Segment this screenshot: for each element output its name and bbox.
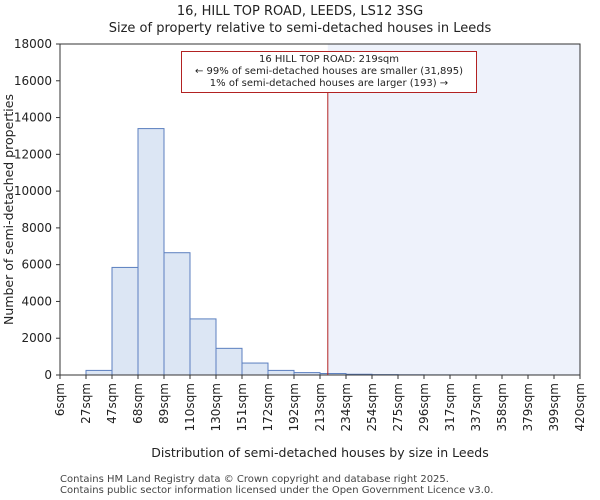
x-tick-label: 358sqm	[495, 383, 509, 431]
annotation-line-1: 16 HILL TOP ROAD: 219sqm	[259, 54, 399, 65]
x-tick-label: 379sqm	[521, 383, 535, 431]
property-annotation-box: 16 HILL TOP ROAD: 219sqm ← 99% of semi-d…	[181, 51, 477, 93]
x-tick-label: 151sqm	[235, 383, 249, 431]
footer-line-1: Contains HM Land Registry data © Crown c…	[60, 474, 449, 485]
x-tick-label: 213sqm	[313, 383, 327, 431]
histogram-bar	[137, 128, 165, 376]
x-tick-label: 234sqm	[339, 383, 353, 431]
annotation-line-2: ← 99% of semi-detached houses are smalle…	[194, 66, 464, 77]
annotation-line-3: 1% of semi-detached houses are larger (1…	[209, 78, 449, 89]
chart-title: 16, HILL TOP ROAD, LEEDS, LS12 3SG	[176, 4, 424, 19]
y-tick-label: 12000	[14, 147, 52, 161]
x-tick-label: 172sqm	[261, 383, 275, 431]
y-tick-label: 0	[44, 368, 52, 382]
histogram-bar	[215, 347, 243, 376]
x-tick-label: 89sqm	[157, 383, 171, 424]
histogram-chart: 0 2000 4000 6000 8000 10000 12000 14000 16000 180…	[1, 37, 587, 460]
y-axis-label: Number of semi-detached properties	[1, 94, 16, 325]
x-tick-label: 317sqm	[443, 383, 457, 431]
histogram-bar	[267, 369, 295, 376]
x-tick-label: 399sqm	[547, 383, 561, 431]
x-tick-label: 47sqm	[105, 383, 119, 424]
histogram-bar	[189, 318, 217, 376]
x-axis-label: Distribution of semi-detached houses by …	[151, 445, 489, 460]
y-tick-label: 8000	[21, 221, 52, 235]
histogram-bar	[241, 362, 269, 376]
y-tick-label: 10000	[14, 184, 52, 198]
y-tick-label: 6000	[21, 258, 52, 272]
histogram-bar	[111, 266, 139, 376]
y-tick-label: 2000	[21, 331, 52, 345]
x-tick-label: 130sqm	[209, 383, 223, 431]
histogram-bar	[85, 369, 113, 376]
y-tick-label: 4000	[21, 294, 52, 308]
x-tick-label: 337sqm	[469, 383, 483, 431]
x-tick-label: 420sqm	[573, 383, 587, 431]
x-tick-label: 27sqm	[79, 383, 93, 424]
footer-line-2: Contains public sector information licen…	[60, 485, 494, 496]
larger-region-shading	[327, 44, 580, 375]
x-tick-label: 296sqm	[417, 383, 431, 431]
x-tick-label: 192sqm	[287, 383, 301, 431]
histogram-bar	[163, 252, 191, 376]
x-tick-label: 6sqm	[53, 383, 67, 416]
x-tick-label: 254sqm	[365, 383, 379, 431]
y-tick-label: 16000	[14, 74, 52, 88]
y-tick-label: 18000	[14, 37, 52, 51]
chart-subtitle: Size of property relative to semi-detach…	[108, 21, 492, 36]
y-tick-label: 14000	[14, 111, 52, 125]
x-tick-label: 68sqm	[131, 383, 145, 424]
x-tick-label: 110sqm	[183, 383, 197, 431]
x-tick-label: 275sqm	[391, 383, 405, 431]
